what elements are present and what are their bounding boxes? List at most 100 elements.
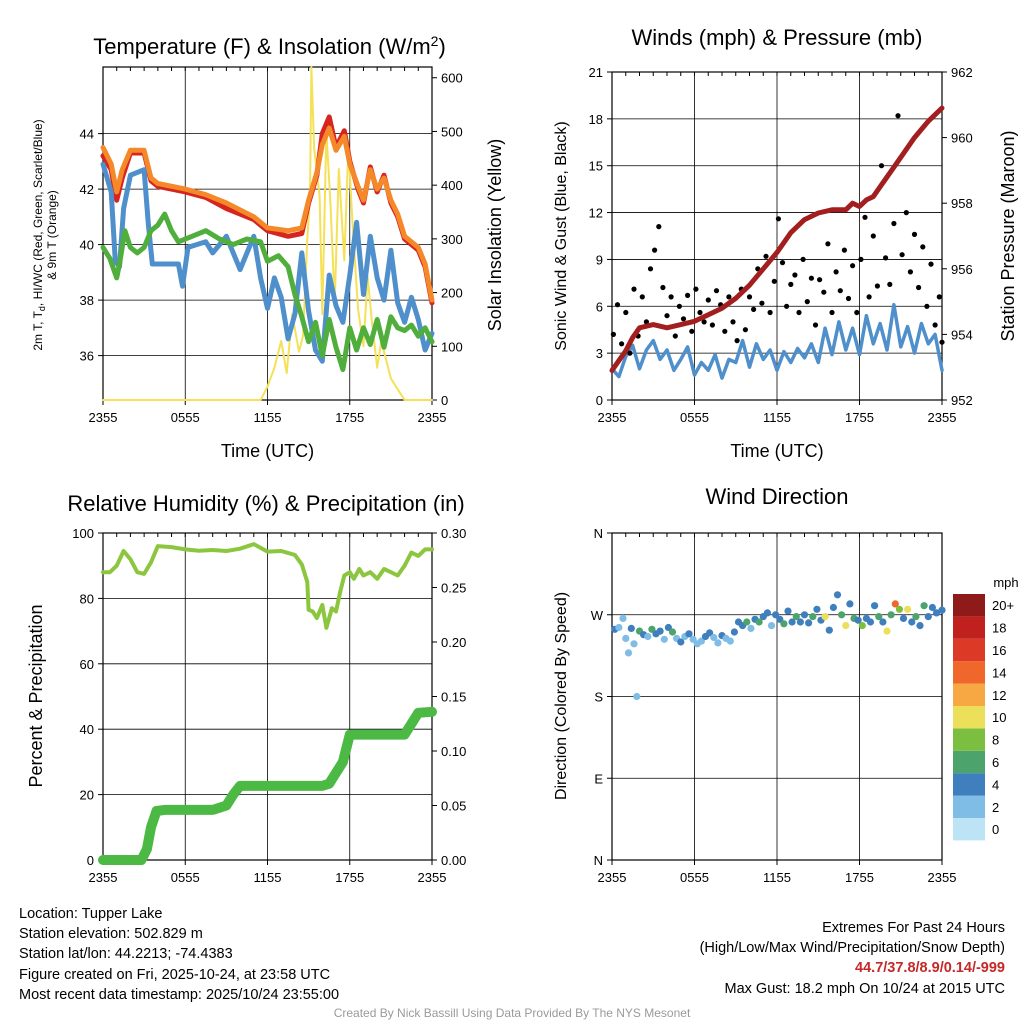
direction-point — [928, 603, 937, 612]
direction-point — [916, 622, 924, 630]
legend-swatch — [953, 683, 985, 706]
gust-point — [697, 309, 703, 316]
wind-ylabel: Sonic Wind & Gust (Blue, Black) — [553, 121, 570, 350]
gust-point — [775, 216, 782, 222]
direction-point — [755, 618, 763, 626]
wind-xtick-label: 2355 — [928, 410, 957, 425]
direction-point — [920, 602, 928, 610]
direction-point — [809, 613, 817, 621]
gust-point — [639, 294, 645, 300]
direction-point — [747, 624, 755, 633]
legend-swatch — [953, 818, 985, 841]
wind-y2label: Station Pressure (Maroon) — [998, 130, 1018, 341]
temp-y2tick-label: 500 — [441, 124, 463, 139]
dir-ylabel: Direction (Colored By Speed) — [553, 592, 570, 800]
rh-xtick-label: 1755 — [335, 870, 364, 885]
gust-point — [689, 328, 695, 334]
rh-title: Relative Humidity (%) & Precipitation (i… — [67, 491, 464, 516]
legend-swatch — [953, 594, 985, 617]
gust-point — [631, 286, 637, 292]
direction-point — [796, 618, 805, 626]
legend-label: 4 — [992, 777, 999, 792]
gust-point — [660, 284, 666, 291]
gust-point — [627, 350, 633, 356]
gust-point — [878, 163, 885, 169]
wind-ytick-label: 18 — [589, 112, 603, 127]
legend-label: 0 — [992, 822, 999, 837]
temp-y2tick-label: 300 — [441, 232, 463, 247]
latlon-text: Station lat/lon: 44.2213; -74.4383 — [19, 946, 233, 963]
legend-label: 8 — [992, 733, 999, 748]
temp-y2tick-label: 0 — [441, 393, 448, 408]
gust-point — [845, 295, 852, 302]
legend-title: mph — [993, 575, 1018, 590]
gust-point — [829, 309, 835, 316]
gust-point — [705, 297, 711, 303]
legend-swatch — [953, 728, 985, 751]
gust-point — [841, 247, 848, 253]
direction-point — [891, 600, 899, 608]
rh-ytick-label: 40 — [80, 722, 94, 737]
gust-point — [817, 277, 823, 283]
gust-point — [812, 322, 819, 328]
dir-ytick-label: N — [594, 526, 603, 541]
rh-y2tick-label: 0.15 — [441, 690, 466, 705]
direction-point — [784, 607, 792, 615]
gust-point — [862, 214, 868, 220]
elevation-text: Station elevation: 502.829 m — [19, 926, 203, 943]
legend-label: 6 — [992, 755, 999, 770]
direction-point — [685, 630, 693, 638]
rh-y2tick-label: 0.00 — [441, 853, 466, 868]
gust-point — [916, 284, 922, 291]
gust-point — [850, 263, 856, 269]
rh-y2tick-label: 0.10 — [441, 744, 466, 759]
temp-y2tick-label: 100 — [441, 339, 463, 354]
rh-xtick-label: 0555 — [171, 870, 200, 885]
gust-point — [680, 316, 687, 322]
gust-point — [796, 309, 802, 316]
gust-point — [763, 253, 769, 259]
direction-point — [730, 628, 739, 636]
direction-point — [854, 616, 862, 624]
gust-point — [693, 286, 699, 292]
wind-xtick-label: 0555 — [680, 410, 709, 425]
station-info: Location: Tupper Lake Station elevation:… — [19, 904, 339, 1005]
direction-point — [743, 618, 751, 626]
wind-ytick-label: 15 — [589, 159, 603, 174]
rh-y2tick-label: 0.20 — [441, 635, 466, 650]
legend-label: 14 — [992, 665, 1006, 680]
gust-point — [907, 269, 914, 275]
gust-point — [821, 289, 827, 295]
wind-ytick-label: 21 — [589, 65, 603, 80]
direction-point — [895, 605, 904, 613]
legend-swatch — [953, 750, 985, 774]
direction-point — [866, 618, 875, 626]
temp-series-td — [100, 211, 435, 372]
rh-ytick-label: 20 — [80, 788, 94, 803]
wind-y2tick-label: 962 — [951, 65, 973, 80]
gust-point — [920, 244, 926, 250]
direction-point — [624, 649, 633, 657]
rh-xtick-label: 2355 — [89, 870, 118, 885]
temp-title: Temperature (F) & Insolation (W/m2) — [93, 33, 446, 59]
gust-point — [899, 252, 905, 258]
gust-point — [734, 338, 740, 344]
legend-swatch — [953, 795, 985, 818]
direction-point — [883, 627, 891, 635]
direction-point — [644, 632, 652, 641]
temp-xlabel: Time (UTC) — [221, 441, 314, 461]
legend-label: 10 — [992, 710, 1006, 725]
gust-point — [742, 327, 749, 333]
wind-y2tick-label: 956 — [951, 262, 973, 277]
direction-point — [780, 620, 788, 628]
direction-point — [887, 611, 895, 619]
credit-text: Created By Nick Bassill Using Data Provi… — [333, 1006, 691, 1020]
gust-point — [825, 241, 831, 247]
gust-point — [858, 256, 864, 262]
temp-xtick-label: 2355 — [89, 410, 118, 425]
gust-point — [746, 294, 753, 300]
gust-point — [614, 302, 621, 308]
wind-ytick-label: 12 — [589, 206, 603, 221]
gust-point — [610, 331, 617, 337]
gust-point — [652, 247, 658, 253]
